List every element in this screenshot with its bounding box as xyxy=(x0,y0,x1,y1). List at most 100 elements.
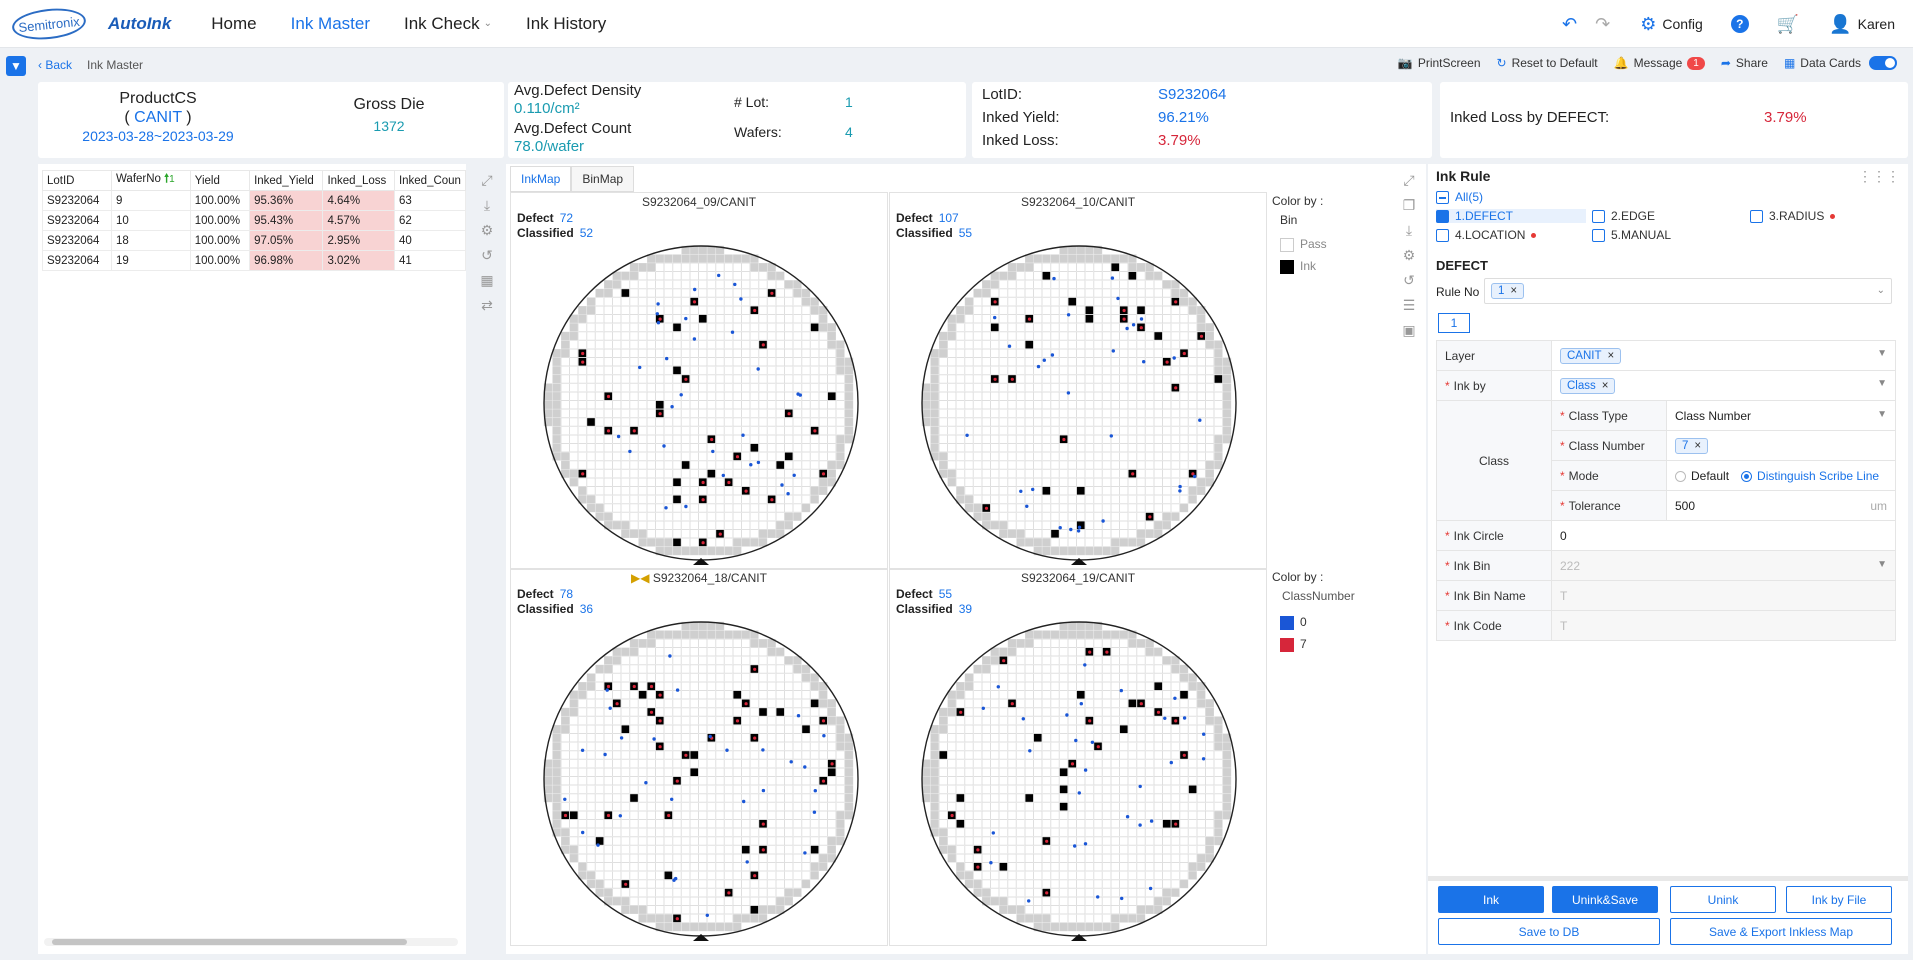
col-waferno[interactable]: WaferNo 🠕1 xyxy=(111,170,191,191)
rule-location[interactable]: 4.LOCATION xyxy=(1436,228,1537,243)
legend-item-class7[interactable]: 7 xyxy=(1280,637,1355,652)
export-icon[interactable]: ▣ xyxy=(1402,322,1416,338)
legend-item-ink[interactable]: Ink xyxy=(1280,259,1327,274)
nav-ink-master[interactable]: Ink Master xyxy=(290,13,370,33)
data-cards-control[interactable]: ▦ Data Cards xyxy=(1784,56,1897,70)
gear-icon[interactable]: ⚙ xyxy=(1640,13,1657,34)
cart-icon[interactable]: 🛒 xyxy=(1776,13,1800,34)
gear-icon[interactable]: ⚙ xyxy=(480,222,494,238)
user-name[interactable]: Karen xyxy=(1857,16,1895,32)
expand-icon[interactable]: ⤢ xyxy=(1403,172,1415,188)
help-icon[interactable]: ? xyxy=(1730,15,1749,33)
legend-item-pass[interactable]: Pass xyxy=(1280,237,1327,252)
column-settings-icon[interactable]: ⋮⋮⋮ xyxy=(1858,168,1900,184)
grid-icon[interactable]: ▦ xyxy=(480,272,494,288)
reset-button[interactable]: ↻ Reset to Default xyxy=(1497,56,1598,70)
col-inked-loss[interactable]: Inked_Loss xyxy=(322,170,395,191)
die xyxy=(964,810,974,820)
class-type-select[interactable]: Class Number ▼ xyxy=(1666,400,1896,431)
unink-save-button[interactable]: Unink&Save xyxy=(1552,886,1658,913)
filter-icon[interactable]: ▼ xyxy=(6,56,26,76)
defect-checkbox[interactable] xyxy=(1436,210,1449,224)
mode-default-option[interactable]: Default xyxy=(1675,469,1729,483)
reset-icon[interactable]: ↺ xyxy=(481,247,493,263)
nav-ink-history[interactable]: Ink History xyxy=(525,13,607,33)
table-row[interactable]: S9232064 10 100.00% 95.43% 4.57% 62 xyxy=(42,210,467,231)
tab-binmap[interactable]: BinMap xyxy=(571,166,635,191)
swap-icon[interactable]: ⇄ xyxy=(481,297,493,313)
die xyxy=(1171,828,1180,837)
rule-manual[interactable]: 5.MANUAL xyxy=(1592,228,1671,243)
mode-distinguish-radio[interactable] xyxy=(1741,470,1753,482)
expand-icon[interactable]: ⤢ xyxy=(481,172,493,188)
radius-checkbox[interactable] xyxy=(1750,210,1763,224)
edge-checkbox[interactable] xyxy=(1592,210,1605,224)
config-button[interactable]: Config xyxy=(1662,16,1703,32)
rule-no-select[interactable]: 1 × ⌄ xyxy=(1484,278,1892,304)
rule-edge[interactable]: 2.EDGE xyxy=(1592,209,1655,224)
col-yield[interactable]: Yield xyxy=(189,170,251,191)
all-checkbox[interactable] xyxy=(1436,191,1449,205)
layer-select[interactable]: CANIT × ▼ xyxy=(1551,340,1896,371)
close-icon[interactable]: × xyxy=(1694,439,1702,452)
mode-distinguish-option[interactable]: Distinguish Scribe Line xyxy=(1741,469,1879,483)
location-checkbox[interactable] xyxy=(1436,229,1449,243)
rule-all[interactable]: All(5) xyxy=(1436,190,1483,205)
share-button[interactable]: ➦ Share xyxy=(1721,56,1768,70)
rule-radius[interactable]: 3.RADIUS xyxy=(1750,209,1836,224)
manual-checkbox[interactable] xyxy=(1592,229,1605,243)
rule-defect[interactable]: 1.DEFECT xyxy=(1436,209,1586,224)
ink-by-file-button[interactable]: Ink by File xyxy=(1786,886,1892,913)
undo-icon[interactable]: ↶ xyxy=(1562,13,1578,34)
download-icon[interactable]: ⤓ xyxy=(1405,222,1413,238)
scrollbar-thumb[interactable] xyxy=(52,939,407,945)
col-inked-count[interactable]: Inked_Coun xyxy=(393,170,467,191)
die xyxy=(724,297,733,306)
col-inked-yield[interactable]: Inked_Yield xyxy=(249,170,324,191)
defect-dot xyxy=(684,504,688,509)
ink-by-select[interactable]: Class × ▼ xyxy=(1551,370,1896,401)
die xyxy=(973,750,982,760)
gear-icon[interactable]: ⚙ xyxy=(1402,247,1416,263)
table-row[interactable]: S9232064 18 100.00% 97.05% 2.95% 40 xyxy=(42,230,467,251)
save-export-button[interactable]: Save & Export Inkless Map xyxy=(1670,918,1892,945)
table-row[interactable]: S9232064 9 100.00% 95.36% 4.64% 63 xyxy=(42,190,467,211)
ink-circle-input[interactable]: 0 xyxy=(1551,520,1896,551)
tab-inkmap[interactable]: InkMap xyxy=(510,166,572,191)
class-number-select[interactable]: 7 × xyxy=(1666,430,1896,461)
list-icon[interactable]: ☰ xyxy=(1402,297,1416,313)
nav-ink-check[interactable]: Ink Check ⌄ xyxy=(404,14,492,34)
wafer-map[interactable] xyxy=(511,193,889,571)
unink-button[interactable]: Unink xyxy=(1670,886,1776,913)
die xyxy=(1188,707,1197,717)
data-cards-toggle[interactable] xyxy=(1869,56,1897,70)
printscreen-button[interactable]: 📷 PrintScreen xyxy=(1398,56,1481,70)
die xyxy=(1024,288,1034,298)
back-button[interactable]: ‹ Back xyxy=(38,58,73,72)
mode-default-radio[interactable] xyxy=(1675,470,1686,482)
die xyxy=(1179,357,1189,367)
close-icon[interactable]: × xyxy=(1510,285,1518,297)
legend-item-class0[interactable]: 0 xyxy=(1280,615,1355,630)
close-icon[interactable]: × xyxy=(1601,379,1609,392)
col-lotid[interactable]: LotID xyxy=(42,170,112,191)
close-icon[interactable]: × xyxy=(1607,349,1615,362)
wafer-map[interactable] xyxy=(890,569,1268,947)
die xyxy=(655,871,665,880)
copy-icon[interactable]: ❐ xyxy=(1402,197,1416,213)
ink-button[interactable]: Ink xyxy=(1438,886,1544,913)
wafer-map[interactable] xyxy=(511,569,889,947)
nav-home[interactable]: Home xyxy=(211,13,257,33)
message-button[interactable]: 🔔 Message 1 xyxy=(1614,56,1705,70)
reset-icon[interactable]: ↺ xyxy=(1403,272,1415,288)
save-db-button[interactable]: Save to DB xyxy=(1438,918,1660,945)
rule-tab-1[interactable]: 1 xyxy=(1438,313,1470,333)
redo-icon[interactable]: ↷ xyxy=(1595,13,1611,34)
user-icon[interactable]: 👤 xyxy=(1829,13,1852,34)
compare-icon[interactable]: ▶◀ xyxy=(631,571,650,585)
download-icon[interactable]: ⤓ xyxy=(483,197,491,213)
wafer-map[interactable] xyxy=(890,193,1268,571)
tolerance-input[interactable]: 500 um xyxy=(1666,490,1896,521)
table-row[interactable]: S9232064 19 100.00% 96.98% 3.02% 41 xyxy=(42,250,467,271)
horizontal-scrollbar[interactable] xyxy=(44,938,458,946)
